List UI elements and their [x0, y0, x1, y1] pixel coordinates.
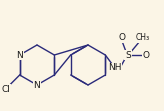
Text: Cl: Cl [1, 84, 10, 93]
Text: N: N [16, 51, 23, 59]
Text: N: N [34, 80, 40, 89]
Text: NH: NH [108, 63, 122, 72]
Text: O: O [143, 51, 150, 59]
Text: S: S [125, 51, 131, 59]
Text: O: O [119, 34, 125, 43]
Text: CH₃: CH₃ [136, 34, 150, 43]
